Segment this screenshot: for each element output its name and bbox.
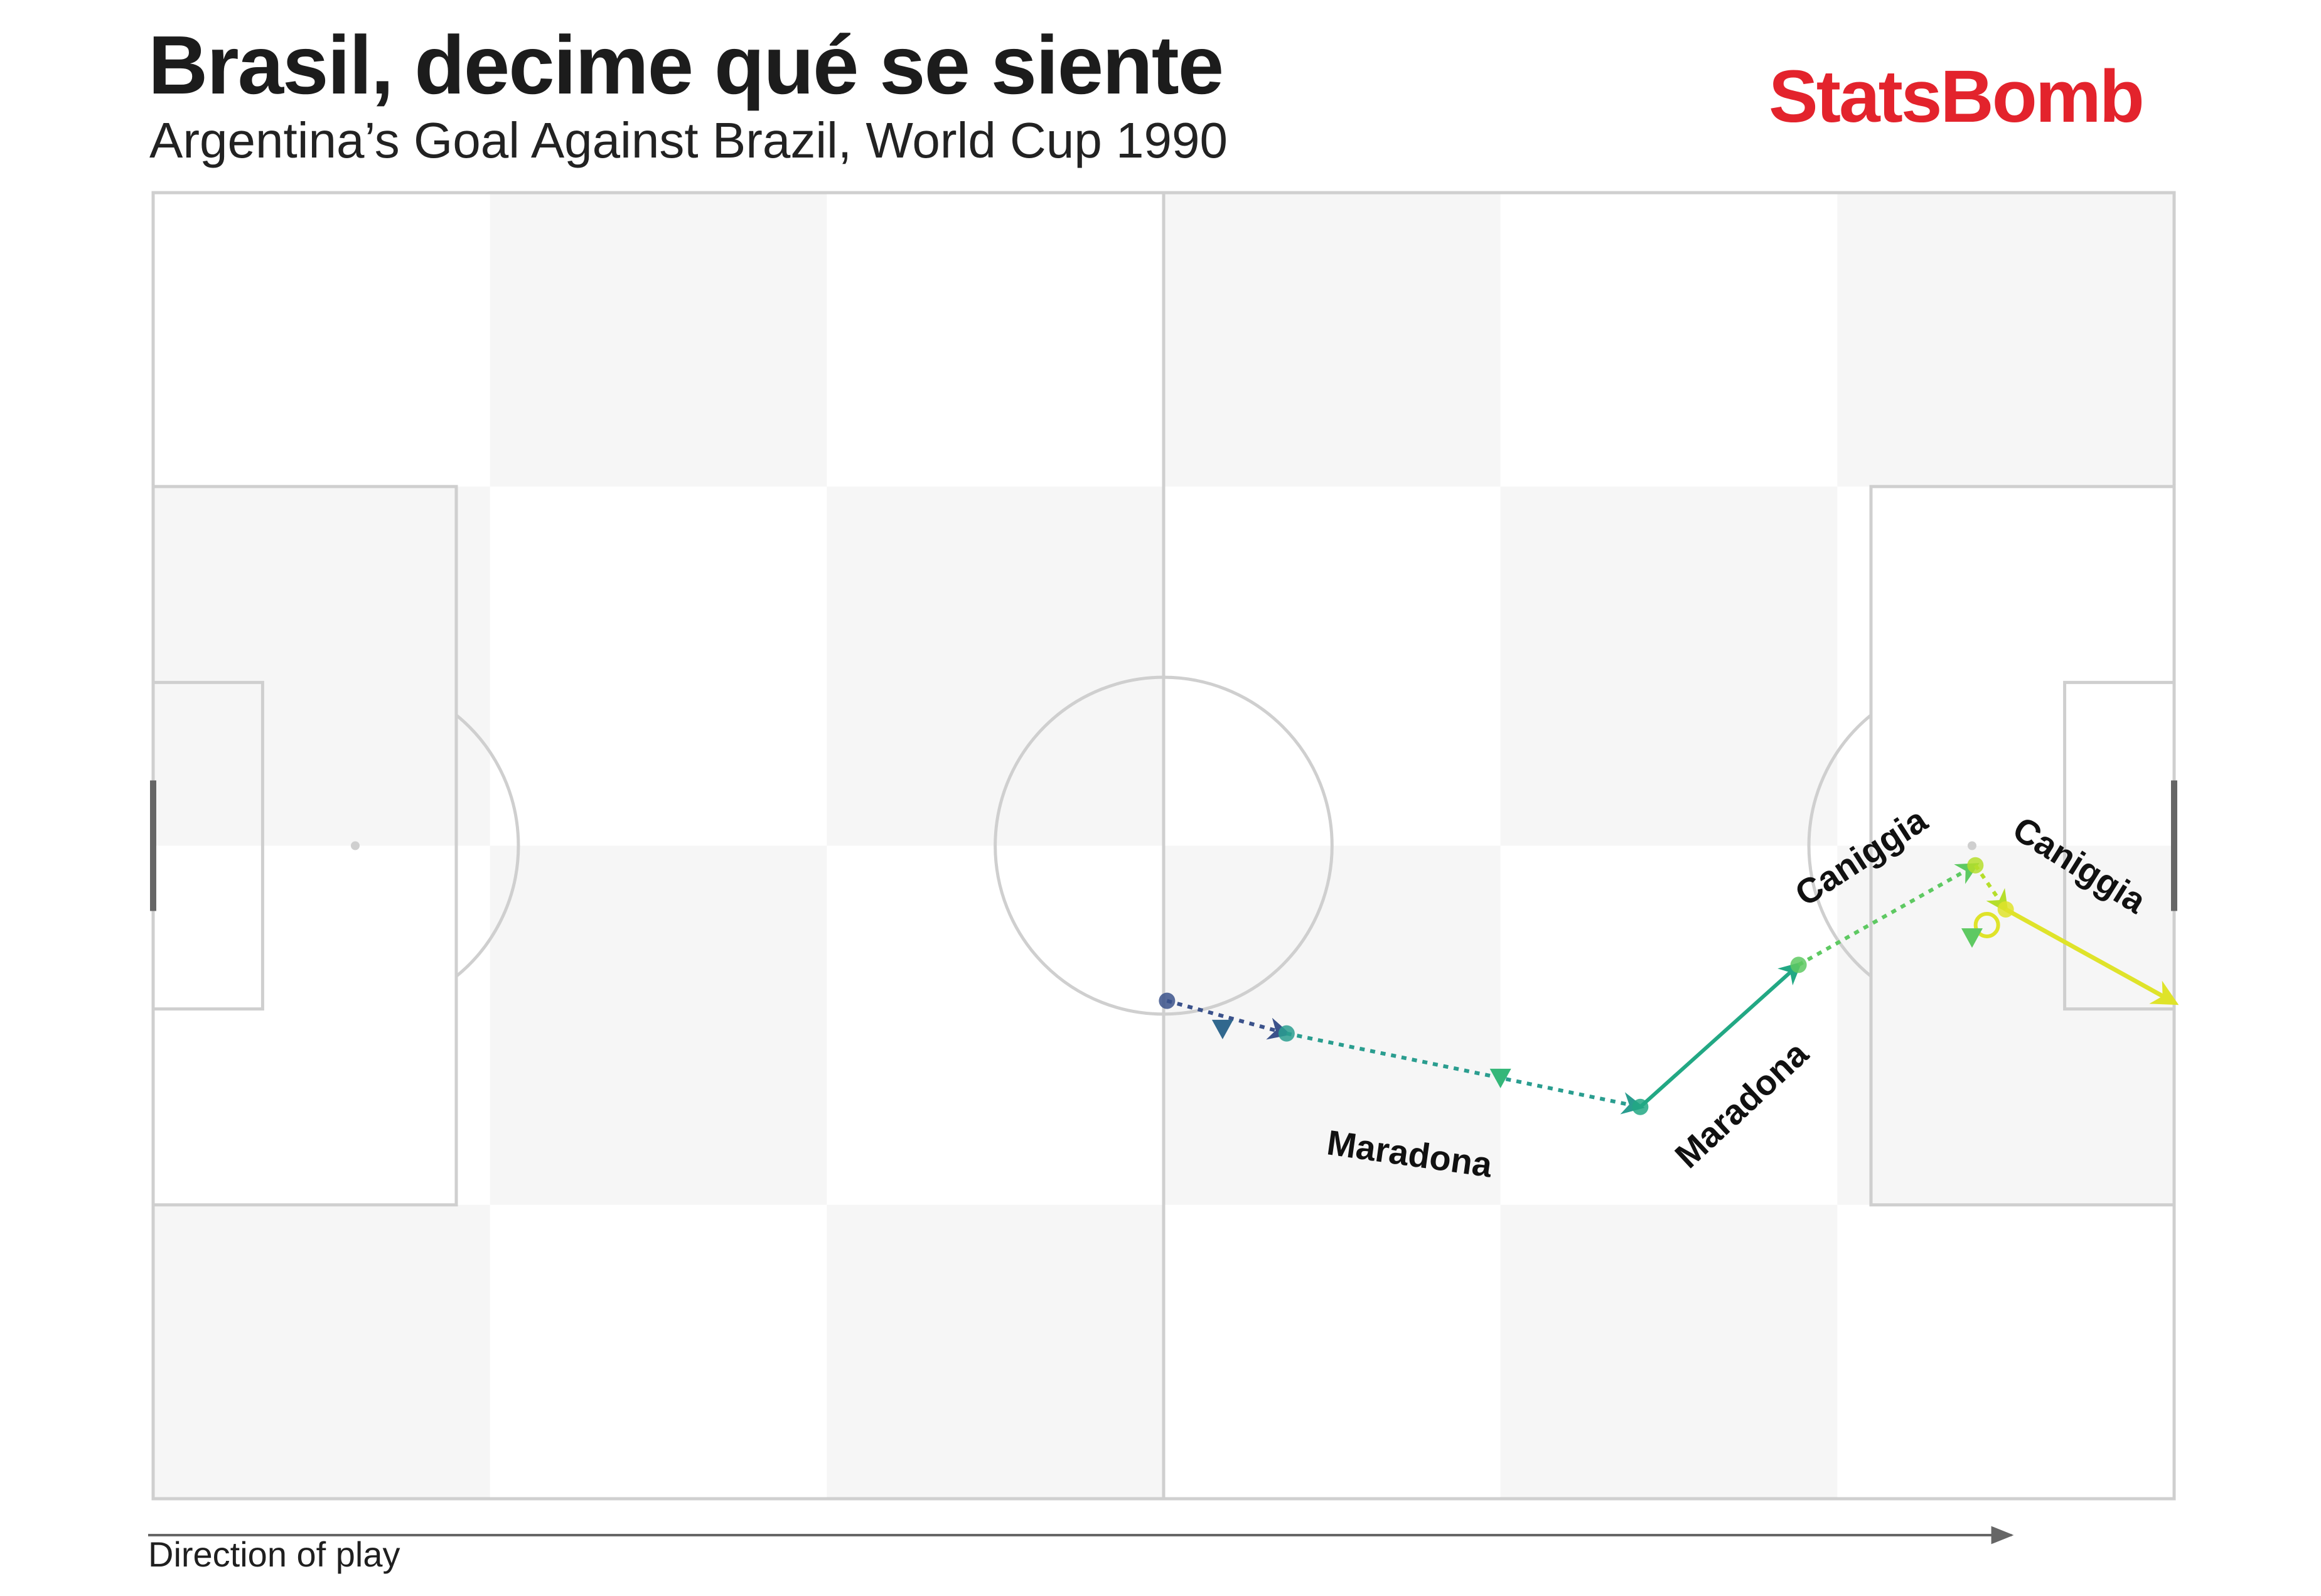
carry-arrow <box>1973 864 2008 913</box>
event-start-marker <box>1790 956 1807 973</box>
pitch-stripe <box>827 486 1164 846</box>
chart-title: Brasil, decime qué se siente <box>148 19 1224 111</box>
pitch-stripe <box>1837 193 2174 487</box>
chart-subtitle: Argentina’s Goal Against Brazil, World C… <box>149 112 1228 168</box>
penalty-spot-left <box>351 841 360 850</box>
pitch-stripe <box>153 486 490 846</box>
duel-marker <box>1489 1068 1511 1088</box>
event-start-marker <box>1632 1098 1649 1115</box>
duel-marker <box>1961 928 1983 948</box>
pitch-markings <box>150 191 2177 1501</box>
carry-arrow <box>1798 863 1980 967</box>
event-paths <box>1159 857 2179 1115</box>
pitch-stripe <box>1164 193 1501 487</box>
event-start-marker <box>1278 1025 1295 1042</box>
statsbomb-logo: StatsBomb <box>1769 55 2145 138</box>
pitch-stripe <box>153 1204 490 1499</box>
shot-origin-marker <box>1973 911 2000 938</box>
pitch-stripe <box>490 193 827 487</box>
pitch-stripe <box>490 845 827 1205</box>
penalty-arc-left <box>455 714 520 978</box>
pass-arrow <box>1639 961 1802 1108</box>
pitch-stripe <box>827 1204 1164 1499</box>
direction-of-play-label: Direction of play <box>148 1534 400 1574</box>
event-start-marker <box>1997 901 2014 918</box>
event-start-marker <box>1967 857 1984 874</box>
pitch-stripe <box>1500 486 1838 846</box>
penalty-arc-right <box>1807 714 1872 978</box>
shot-arrow <box>2004 907 2179 1005</box>
pitch-stripe <box>1500 1204 1838 1499</box>
event-start-marker <box>1159 992 1176 1009</box>
duel-marker <box>1211 1019 1233 1039</box>
carry-arrow <box>1286 1031 1645 1115</box>
centre-circle <box>994 675 1334 1016</box>
penalty-spot-right <box>1968 841 1976 850</box>
